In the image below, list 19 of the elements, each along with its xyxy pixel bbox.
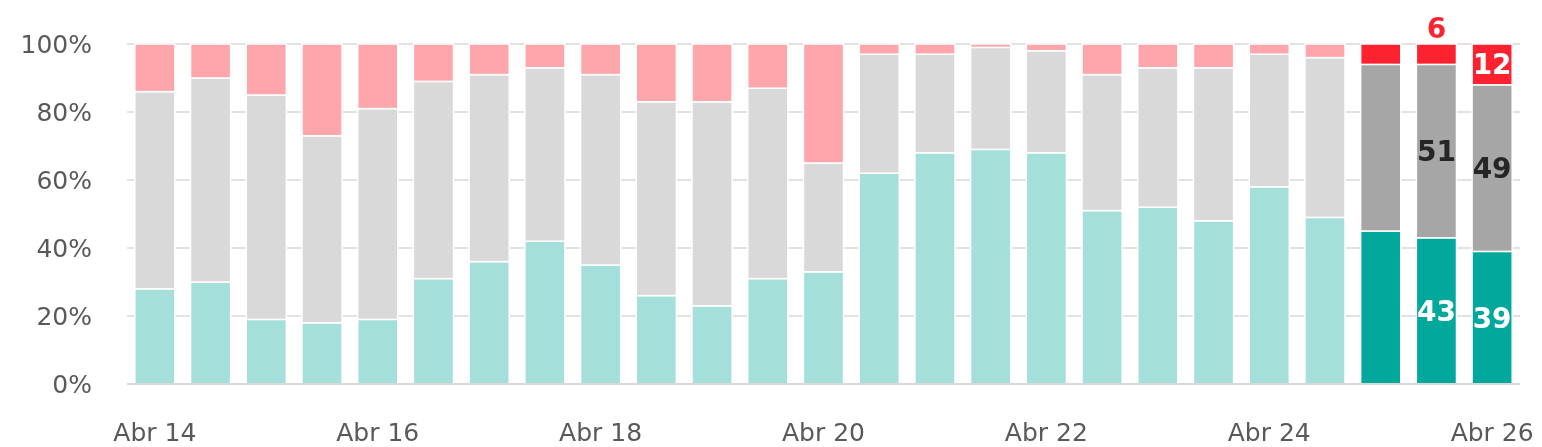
y-tick-label: 80% bbox=[36, 97, 92, 127]
y-tick-label: 100% bbox=[20, 29, 92, 59]
y-tick-label: 60% bbox=[36, 165, 92, 195]
y-tick-label: 0% bbox=[52, 369, 92, 399]
x-tick-label: Abr 16 bbox=[336, 418, 420, 447]
x-tick-label: Abr 18 bbox=[559, 418, 643, 447]
y-tick-label: 40% bbox=[36, 233, 92, 263]
x-tick-label: Abr 22 bbox=[1004, 418, 1088, 447]
data-label: 49 bbox=[1472, 152, 1512, 186]
data-label: 12 bbox=[1472, 48, 1512, 82]
data-label: 6 bbox=[1426, 12, 1447, 45]
x-tick-label: Abr 26 bbox=[1450, 418, 1534, 447]
x-tick-label: Abr 24 bbox=[1227, 418, 1311, 447]
data-label: 43 bbox=[1416, 294, 1456, 328]
data-label: 51 bbox=[1416, 135, 1456, 169]
x-tick-label: Abr 14 bbox=[113, 418, 197, 447]
x-tick-label: Abr 20 bbox=[781, 418, 866, 447]
data-label: 39 bbox=[1472, 301, 1512, 335]
y-tick-label: 20% bbox=[36, 301, 92, 331]
